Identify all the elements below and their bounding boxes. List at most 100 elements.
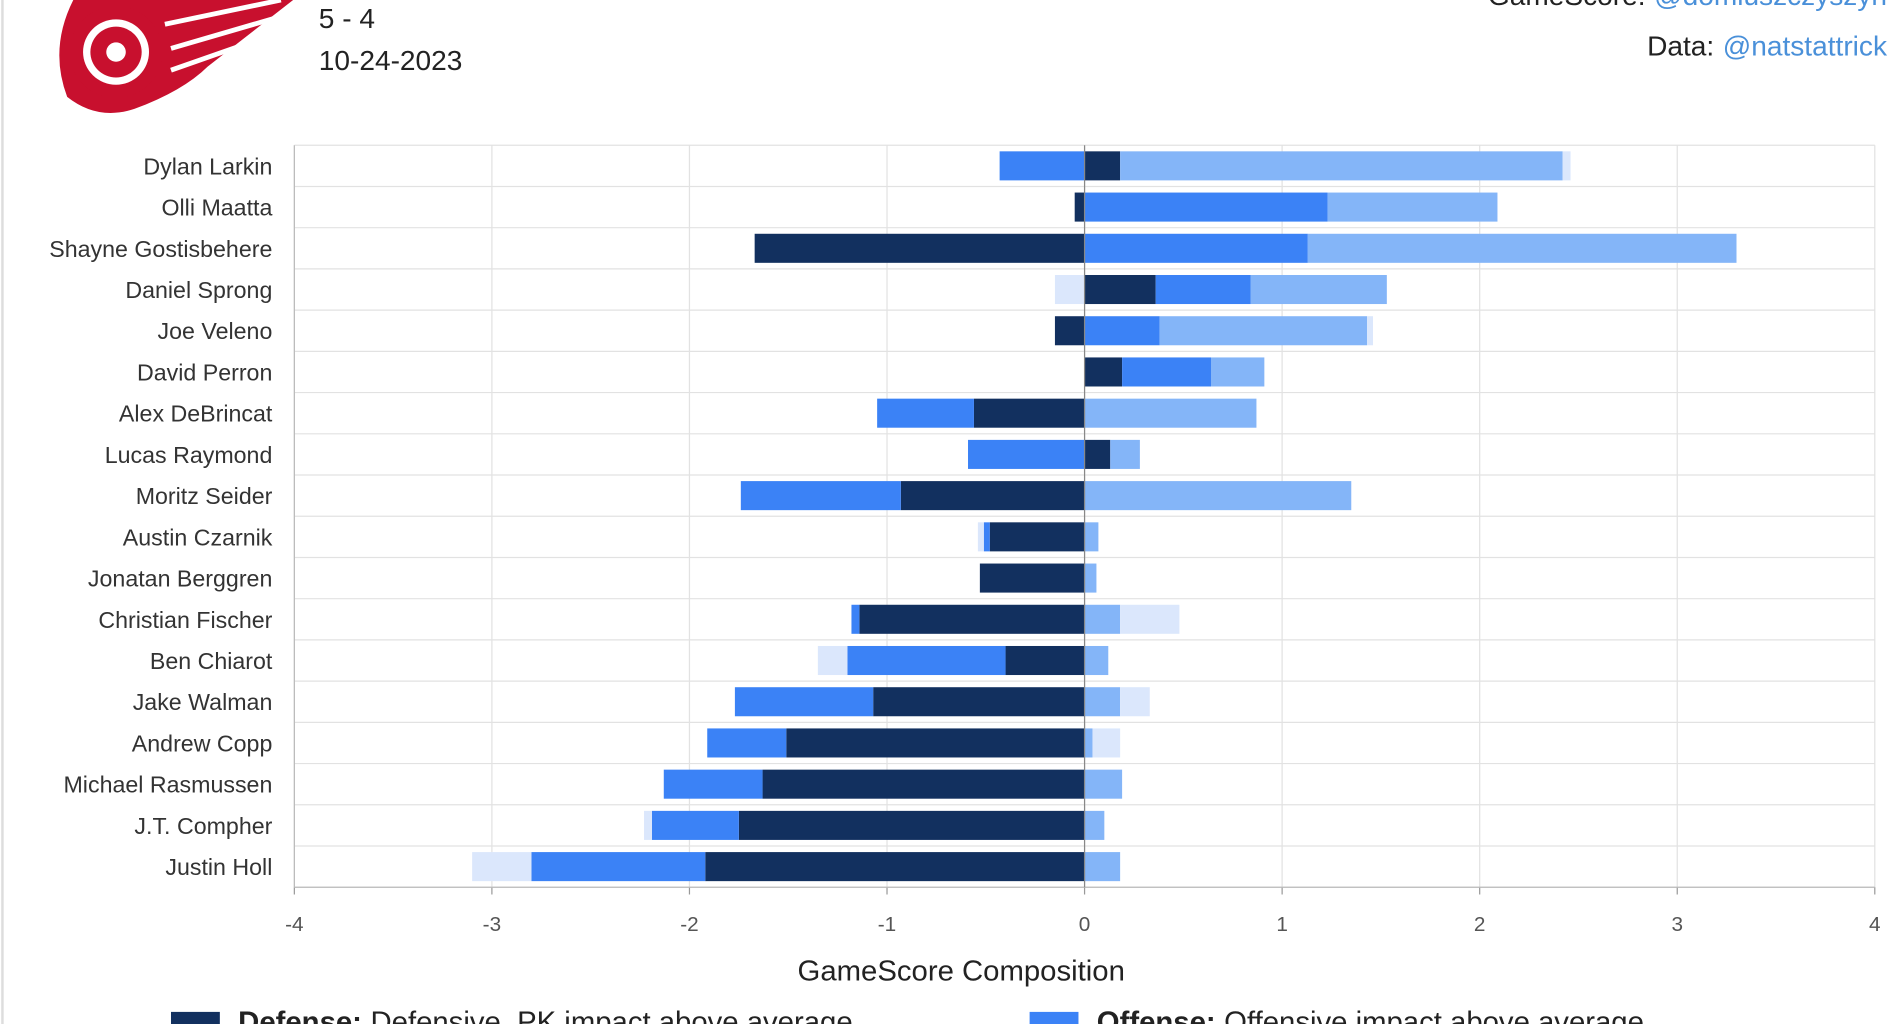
- y-tick-label: Joe Veleno: [158, 318, 273, 344]
- bar-segment: [977, 522, 984, 552]
- team-logo: [59, 0, 294, 113]
- x-tick-label: -2: [680, 913, 698, 936]
- bar-segment: [1120, 151, 1563, 181]
- bar-segment: [644, 810, 652, 840]
- y-tick-label: Jake Walman: [133, 689, 273, 715]
- legend-description: Defensive, PK impact above average: [370, 1006, 852, 1024]
- legend-entry: Defense: Defensive, PK impact above avera…: [238, 1006, 852, 1024]
- bar-segment: [1327, 192, 1498, 222]
- bar-segment: [1084, 439, 1111, 469]
- bar-segment: [859, 604, 1085, 634]
- bar-segment: [1084, 151, 1121, 181]
- bar-segment: [1084, 604, 1121, 634]
- bar-segment: [1084, 810, 1105, 840]
- bar-segment: [877, 398, 974, 428]
- bar-segment: [1084, 274, 1156, 305]
- x-tick-label: 0: [1079, 913, 1091, 936]
- bar-segment: [707, 728, 787, 758]
- bar-segment: [1084, 563, 1097, 593]
- bar-segment: [1084, 233, 1308, 263]
- legend-entry: Offense: Offensive impact above average: [1097, 1006, 1644, 1024]
- credit-handle[interactable]: @domluszczyszyn: [1654, 0, 1887, 11]
- bar-segment: [1084, 728, 1093, 758]
- y-tick-label: Lucas Raymond: [105, 442, 273, 468]
- bar-segment: [1367, 316, 1374, 346]
- bar-segment: [472, 852, 532, 882]
- bar-segment: [1084, 398, 1257, 428]
- legend-swatch: [1029, 1011, 1079, 1024]
- bar-segment: [1122, 357, 1212, 387]
- x-tick-label: -3: [483, 913, 501, 936]
- bar-segment: [979, 563, 1085, 593]
- bar-segment: [1120, 604, 1180, 634]
- bar-segment: [968, 439, 1085, 469]
- bar-segment: [754, 233, 1085, 263]
- bar-segment: [740, 481, 901, 511]
- x-tick-label: 2: [1474, 913, 1486, 936]
- y-tick-label: Austin Czarnik: [123, 524, 273, 550]
- x-tick-label: 4: [1869, 913, 1881, 936]
- bar-segment: [786, 728, 1085, 758]
- bar-segment: [817, 645, 848, 676]
- y-tick-label: Jonatan Berggren: [88, 566, 272, 592]
- bar-segment: [1562, 151, 1571, 181]
- bar-segment: [973, 398, 1085, 428]
- bar-segment: [1084, 192, 1328, 222]
- bar-segment: [989, 522, 1085, 552]
- bar-segment: [1054, 316, 1085, 346]
- bar-segment: [1084, 645, 1109, 676]
- bar-segment: [663, 769, 763, 799]
- bar-segment: [738, 810, 1085, 840]
- bar-segment: [651, 810, 739, 840]
- bar-segment: [734, 687, 874, 717]
- bar-segment: [983, 522, 990, 552]
- x-tick-label: 1: [1276, 913, 1288, 936]
- game-date: 10-24-2023: [319, 45, 463, 76]
- bar-segment: [1084, 769, 1123, 799]
- score: 5 - 4: [319, 3, 375, 34]
- bar-segment: [1084, 852, 1121, 882]
- bar-segment: [900, 481, 1085, 511]
- bar-segment: [762, 769, 1085, 799]
- legend-name: Defense:: [238, 1006, 362, 1024]
- bar-segment: [1159, 316, 1368, 346]
- x-tick-label: 3: [1671, 913, 1683, 936]
- legend-description: Offensive impact above average: [1224, 1006, 1644, 1024]
- data-credit: Data: @natstattrick: [1647, 31, 1888, 62]
- bar-segment: [1084, 481, 1352, 511]
- bar-segment: [851, 604, 860, 634]
- bar-segment: [1155, 274, 1251, 305]
- y-tick-label: Olli Maatta: [161, 195, 272, 221]
- y-tick-label: Moritz Seider: [136, 483, 273, 509]
- bar-segment: [1074, 192, 1085, 222]
- y-tick-label: David Perron: [137, 360, 272, 386]
- bar-segment: [705, 852, 1085, 882]
- y-tick-label: J.T. Compher: [134, 813, 272, 839]
- bar-segment: [1084, 522, 1099, 552]
- credit-label: GameScore:: [1488, 0, 1646, 11]
- y-tick-label: Shayne Gostisbehere: [49, 236, 272, 262]
- bar-segment: [1250, 274, 1387, 305]
- bar-segment: [1084, 357, 1123, 387]
- bar-segment: [1211, 357, 1265, 387]
- y-tick-label: Andrew Copp: [132, 731, 273, 757]
- bar-segment: [1120, 687, 1150, 717]
- bar-segment: [1084, 316, 1160, 346]
- legend-swatch: [170, 1011, 220, 1024]
- bar-segment: [999, 151, 1085, 181]
- bar-segment: [1054, 274, 1085, 305]
- bar-segment: [1084, 687, 1121, 717]
- x-tick-label: -4: [285, 913, 303, 936]
- credit-handle[interactable]: @natstattrick: [1723, 31, 1888, 62]
- bar-segment: [1307, 233, 1737, 263]
- y-tick-label: Dylan Larkin: [143, 153, 272, 179]
- bar-segment: [1110, 439, 1140, 469]
- y-tick-label: Justin Holl: [165, 854, 272, 880]
- y-tick-label: Ben Chiarot: [150, 648, 273, 674]
- gamescore-credit: GameScore: @domluszczyszyn: [1488, 0, 1887, 11]
- bar-segment: [531, 852, 706, 882]
- y-tick-label: Alex DeBrincat: [119, 401, 273, 427]
- bar-segment: [873, 687, 1085, 717]
- y-tick-label: Christian Fischer: [98, 607, 272, 633]
